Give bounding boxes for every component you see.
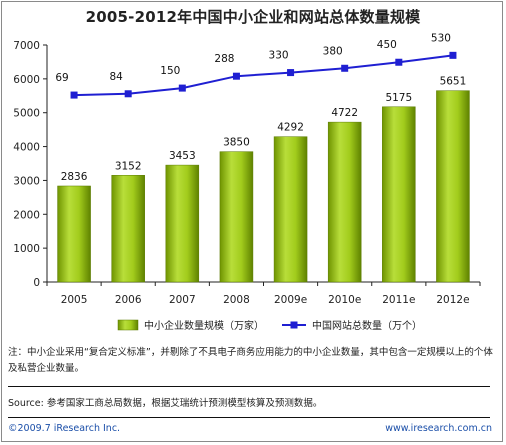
bar-value-label: 4292 [277, 122, 304, 134]
x-tick-label: 2008 [223, 294, 250, 306]
divider-top [8, 386, 490, 387]
chart-legend: 中小企业数量规模（万家） 中国网站总数量（万个） [117, 319, 422, 332]
line-point [232, 72, 240, 80]
bar-value-label: 3152 [115, 160, 142, 172]
bar-value-label: 5175 [385, 92, 412, 104]
legend-line-marker [290, 321, 298, 329]
bar-series [57, 90, 470, 283]
divider-bottom [8, 417, 490, 418]
chart-title: 2005-2012年中国中小企业和网站总体数量规模 [85, 8, 421, 26]
bar [165, 164, 200, 283]
bar-value-label: 4722 [331, 107, 358, 119]
line-point [287, 69, 295, 77]
line-path [74, 54, 454, 97]
x-tick-label: 2007 [169, 294, 196, 306]
line-point [395, 58, 403, 66]
y-tick-label: 3000 [13, 175, 40, 187]
y-tick-label: 0 [33, 277, 40, 289]
website-link[interactable]: www.iresearch.com.cn [385, 423, 492, 434]
bar-value-label: 3850 [223, 137, 250, 149]
bar-value-label: 5651 [440, 76, 467, 88]
legend-bar-swatch [117, 319, 139, 331]
copyright-text: ©2009.7 iResearch Inc. [8, 423, 121, 434]
line-point [341, 64, 349, 72]
line-value-label: 530 [431, 32, 451, 44]
legend-bar-label: 中小企业数量规模（万家） [144, 319, 264, 332]
x-tick-label: 2012e [436, 294, 469, 306]
bar [273, 136, 308, 283]
y-tick-label: 1000 [13, 243, 40, 255]
y-tick-label: 2000 [13, 209, 40, 221]
line-value-label: 288 [214, 53, 234, 65]
line-point [449, 51, 457, 59]
bar-value-label: 3453 [169, 150, 196, 162]
data-labels: 2836 3152 3453 3850 4292 4722 5175 5651 69 84 150 2… [55, 32, 466, 183]
x-tick-label: 2009e [274, 294, 307, 306]
line-point [70, 91, 78, 99]
line-value-label: 450 [377, 39, 397, 51]
y-tick-label: 7000 [13, 40, 40, 52]
source-note: Source: 参考国家工商总局数据，根据艾瑞统计预测模型核算及预测数据。 [8, 398, 323, 409]
bar [436, 90, 470, 283]
bar [327, 121, 362, 283]
bar-value-label: 2836 [61, 171, 88, 183]
y-tick-label: 5000 [13, 108, 40, 120]
footnote: 注：中小企业采用“复合定义标准”，并剔除了不具电子商务应用能力的中小企业数量，其… [8, 347, 493, 374]
line-series [70, 51, 457, 99]
line-value-label: 69 [55, 72, 68, 84]
y-tick-label: 4000 [13, 142, 40, 154]
line-point [124, 90, 132, 98]
x-tick-label: 2006 [115, 294, 142, 306]
line-value-label: 84 [110, 71, 124, 83]
legend-line-label: 中国网站总数量（万个） [312, 319, 422, 332]
x-tick-label: 2011e [382, 294, 415, 306]
y-tick-label: 6000 [13, 74, 40, 86]
line-point [178, 84, 186, 92]
line-value-label: 380 [323, 45, 343, 57]
line-value-label: 150 [160, 65, 180, 77]
bar [382, 106, 416, 283]
line-value-label: 330 [269, 50, 289, 62]
bar [57, 185, 91, 283]
x-tick-label: 2005 [61, 294, 88, 306]
x-tick-label: 2010e [328, 294, 361, 306]
bar [111, 175, 145, 283]
chart-axes: 0 1000 2000 3000 4000 5000 6000 7000 2005 2006 200… [13, 40, 481, 306]
chart-svg: 0 1000 2000 3000 4000 5000 6000 7000 2005 2006 200… [13, 32, 481, 332]
bar [219, 151, 254, 283]
